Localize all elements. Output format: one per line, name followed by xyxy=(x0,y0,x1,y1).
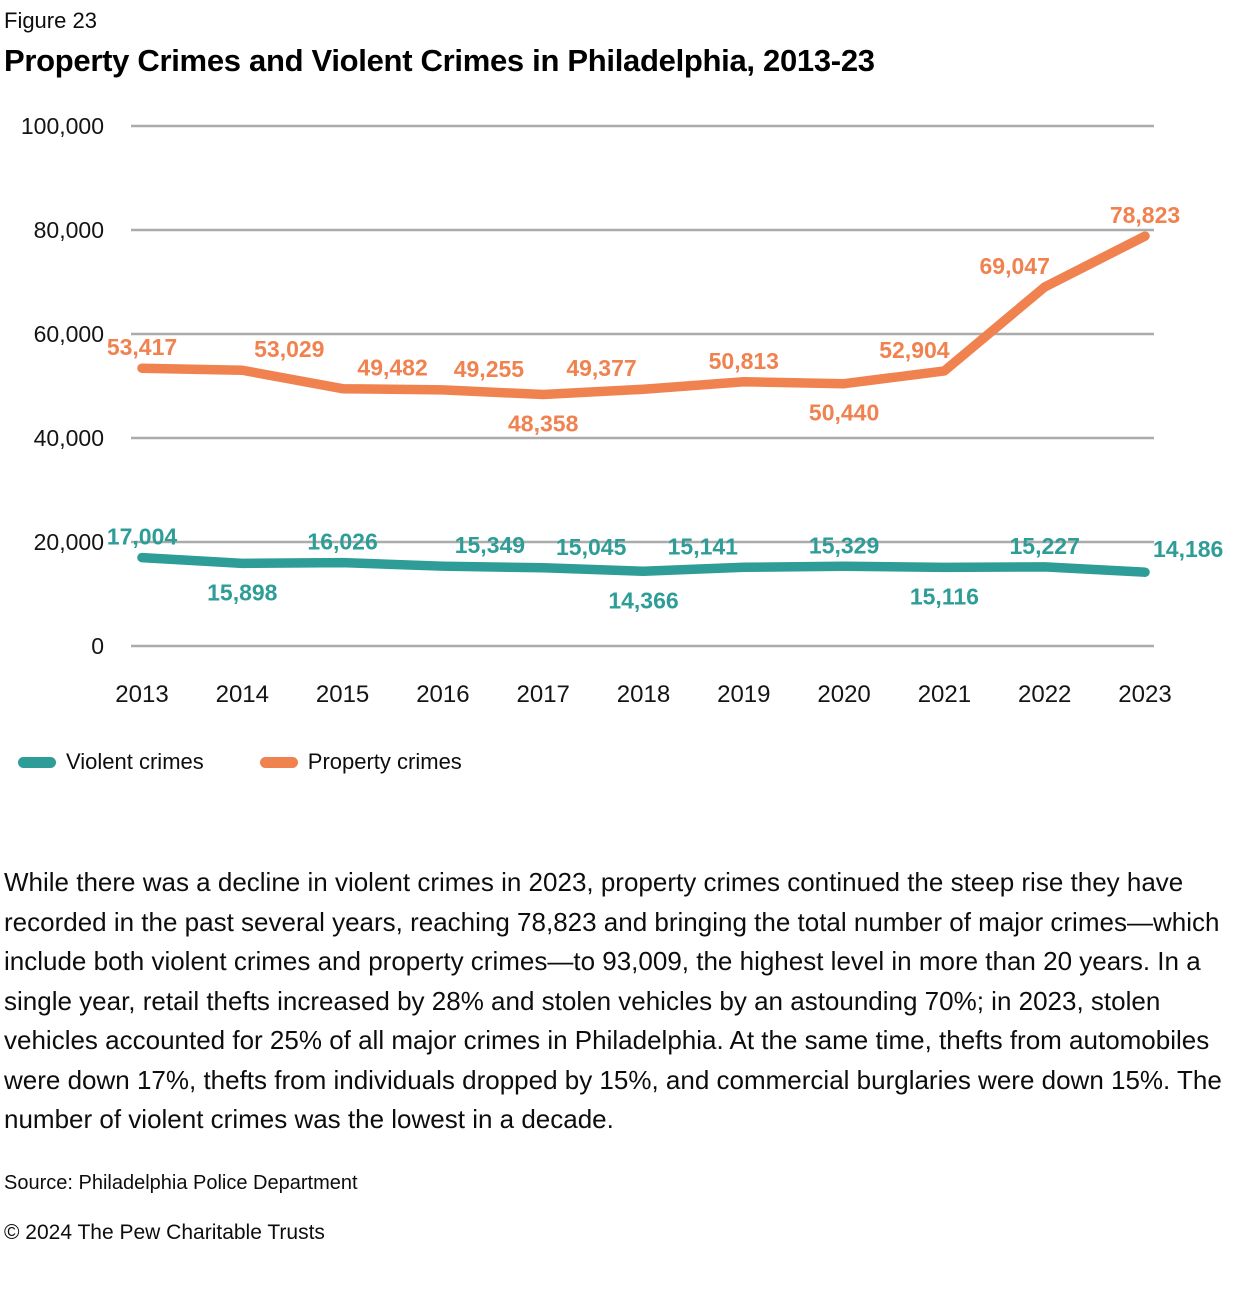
legend-swatch-violent-crimes xyxy=(18,756,56,768)
data-label-violent-crimes: 15,349 xyxy=(455,532,525,558)
data-label-property-crimes: 69,047 xyxy=(980,253,1050,279)
y-axis-tick-label: 60,000 xyxy=(34,321,104,347)
y-axis-tick-label: 100,000 xyxy=(21,113,104,139)
data-label-violent-crimes: 15,045 xyxy=(556,534,627,560)
x-axis-tick-label: 2013 xyxy=(115,681,168,708)
source-note: Source: Philadelphia Police Department xyxy=(4,1171,358,1194)
data-label-violent-crimes: 15,329 xyxy=(809,532,879,558)
y-axis-tick-label: 80,000 xyxy=(34,217,104,243)
legend-item-violent-crimes: Violent crimes xyxy=(18,749,204,775)
data-label-violent-crimes: 15,116 xyxy=(910,583,979,609)
data-label-property-crimes: 49,482 xyxy=(357,355,427,381)
data-label-property-crimes: 49,255 xyxy=(454,356,525,382)
x-axis-tick-label: 2022 xyxy=(1018,681,1071,708)
copyright-note: © 2024 The Pew Charitable Trusts xyxy=(4,1220,325,1244)
y-axis-tick-label: 40,000 xyxy=(34,425,104,451)
y-axis-tick-label: 0 xyxy=(91,633,104,659)
data-label-property-crimes: 48,358 xyxy=(508,411,579,437)
data-label-property-crimes: 53,417 xyxy=(107,334,177,360)
series-line-property-crimes xyxy=(137,231,1150,400)
chart-canvas: 0 20,000 40,000 60,000 80,000 100,000 2013 2014… xyxy=(21,113,1224,708)
figure-page: Figure 23 Property Crimes and Violent Cr… xyxy=(4,8,1240,1244)
x-axis-tick-label: 2018 xyxy=(617,681,670,708)
chart-legend: Violent crimes Property crimes xyxy=(4,749,1240,775)
data-label-property-crimes: 52,904 xyxy=(879,337,950,363)
data-label-violent-crimes: 15,898 xyxy=(207,579,278,605)
data-label-property-crimes: 50,813 xyxy=(709,348,779,374)
x-axis-tick-label: 2020 xyxy=(817,681,870,708)
series-line-violent-crimes xyxy=(137,552,1150,577)
x-axis-tick-label: 2019 xyxy=(717,681,770,708)
y-axis-tick-label: 20,000 xyxy=(34,529,104,555)
data-label-violent-crimes: 14,366 xyxy=(608,587,678,613)
data-label-violent-crimes: 15,227 xyxy=(1010,533,1080,559)
data-label-property-crimes: 78,823 xyxy=(1110,202,1180,228)
legend-label-violent-crimes: Violent crimes xyxy=(66,749,204,774)
legend-swatch-property-crimes xyxy=(259,756,298,768)
commentary-paragraph: While there was a decline in violent cri… xyxy=(4,867,1222,1135)
legend-item-property-crimes: Property crimes xyxy=(259,749,462,775)
x-axis-tick-label: 2016 xyxy=(416,681,469,708)
x-axis-tick-label: 2015 xyxy=(316,681,369,708)
legend-label-property-crimes: Property crimes xyxy=(307,749,462,774)
data-label-property-crimes: 50,440 xyxy=(809,400,879,426)
data-label-violent-crimes: 15,141 xyxy=(668,533,739,559)
x-axis-tick-label: 2021 xyxy=(918,681,971,708)
data-label-property-crimes: 49,377 xyxy=(566,355,636,381)
chart-title: Property Crimes and Violent Crimes in Ph… xyxy=(4,43,875,78)
data-label-violent-crimes: 17,004 xyxy=(107,524,178,550)
x-axis-tick-label: 2014 xyxy=(216,681,269,708)
x-axis-tick-label: 2023 xyxy=(1118,681,1171,708)
figure-number-label: Figure 23 xyxy=(4,8,97,33)
data-label-violent-crimes: 14,186 xyxy=(1153,536,1223,562)
data-label-violent-crimes: 16,026 xyxy=(307,529,377,555)
data-label-property-crimes: 53,029 xyxy=(254,336,324,362)
line-chart: 0 20,000 40,000 60,000 80,000 100,000 2013 2014… xyxy=(4,105,1240,723)
x-axis-tick-label: 2017 xyxy=(517,681,570,708)
